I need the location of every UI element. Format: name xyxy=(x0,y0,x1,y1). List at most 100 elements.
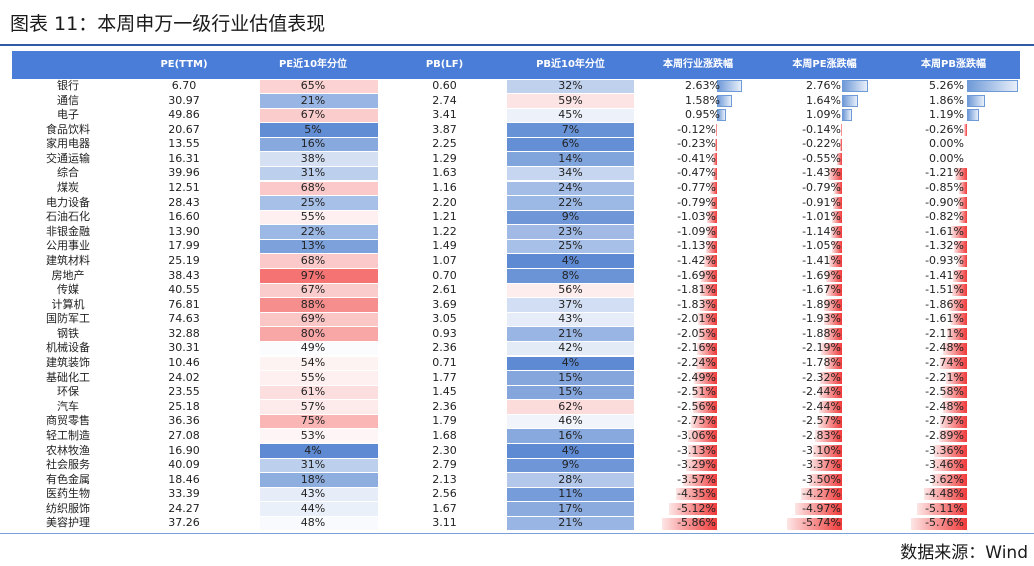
pb-percentile-value: 37% xyxy=(558,297,583,311)
pe-percentile-heat xyxy=(260,429,378,443)
pb-change-label: -0.93% xyxy=(925,253,964,267)
pe-percentile-heat xyxy=(260,516,378,531)
table-row: 54% 4% 建筑装饰 10.46 0.71 -2.24% -1.78% -2.74% xyxy=(12,356,1020,371)
pb-change-label: -2.58% xyxy=(925,385,964,399)
pb-percentile-value: 28% xyxy=(558,472,583,486)
industry-change-label: 2.63% xyxy=(685,79,720,92)
pb-lf-value: 3.11 xyxy=(432,516,457,530)
industry-change-label: -2.51% xyxy=(677,385,716,399)
pe-change-bar xyxy=(818,386,842,399)
pb-lf-value: 2.79 xyxy=(432,458,457,472)
pe-ttm-value: 30.97 xyxy=(168,93,200,107)
industry-name: 石油石化 xyxy=(46,210,90,224)
pe-change-bar xyxy=(823,313,842,326)
pb-percentile-value: 21% xyxy=(558,326,583,340)
pb-change-label: 0.00% xyxy=(929,151,964,165)
pb-lf-value: 2.36 xyxy=(432,399,457,413)
pe-ttm-value: 40.55 xyxy=(168,283,200,297)
pe-ttm-value: 49.86 xyxy=(168,108,200,122)
pe-change-bar xyxy=(842,109,853,122)
pe-change-bar xyxy=(842,94,858,107)
pb-percentile-value: 7% xyxy=(561,122,580,136)
pe-change-label: -1.88% xyxy=(802,326,841,340)
pb-change-bar xyxy=(967,109,979,122)
pb-lf-value: 3.87 xyxy=(432,122,457,136)
pb-change-label: -1.86% xyxy=(925,297,964,311)
industry-change-bar xyxy=(688,430,717,443)
pb-change-bar xyxy=(951,313,967,326)
pe-change-label: -5.74% xyxy=(802,516,841,530)
pe-change-bar xyxy=(833,196,842,209)
pe-change-bar xyxy=(821,342,842,355)
pb-lf-value: 2.61 xyxy=(432,283,457,297)
pb-change-bar xyxy=(948,298,967,311)
figure-title: 图表 11：本周申万一级行业估值表现 xyxy=(10,13,326,35)
industry-name: 电力设备 xyxy=(46,195,90,209)
pb-percentile-heat xyxy=(507,196,634,210)
table-row: 44% 17% 纺织服饰 24.27 1.67 -5.12% -4.97% -5.11% xyxy=(12,502,1020,517)
pb-change-label: 1.19% xyxy=(929,108,964,122)
pe-ttm-value: 28.43 xyxy=(168,195,200,209)
table-row: 88% 37% 计算机 76.81 3.69 -1.83% -1.89% -1.86% xyxy=(12,298,1020,313)
pe-change-label: -3.37% xyxy=(802,458,841,472)
source-note: 数据来源：Wind xyxy=(900,543,1028,563)
pe-percentile-heat xyxy=(260,239,378,254)
pe-percentile-value: 67% xyxy=(300,108,326,122)
pe-ttm-value: 23.55 xyxy=(168,385,200,399)
pb-percentile-heat xyxy=(507,487,634,502)
pe-change-bar xyxy=(808,473,842,486)
pb-percentile-heat xyxy=(507,356,634,371)
industry-change-label: -0.77% xyxy=(677,181,716,195)
table-row: 55% 15% 基础化工 24.02 1.77 -2.49% -2.32% -2.21% xyxy=(12,371,1020,386)
industry-name: 非银金融 xyxy=(46,224,90,238)
pe-ttm-value: 25.18 xyxy=(168,399,200,413)
header-pe-change: 本周PE涨跌幅 xyxy=(792,59,857,70)
pb-percentile-value: 56% xyxy=(558,283,583,297)
pb-change-label: -2.74% xyxy=(925,356,964,370)
pb-change-bar xyxy=(946,328,967,341)
industry-change-label: 0.95% xyxy=(685,108,720,122)
industry-change-bar xyxy=(706,225,717,238)
pb-percentile-value: 45% xyxy=(558,108,583,122)
pb-change-bar xyxy=(931,473,967,486)
pb-percentile-heat xyxy=(507,458,634,473)
industry-name: 商贸零售 xyxy=(46,414,90,428)
industry-change-bar xyxy=(698,313,717,326)
table-header: PE(TTM) PE近10年分位 PB(LF) PB近10年分位 本周行业涨跌幅… xyxy=(12,51,1020,79)
pe-percentile-value: 69% xyxy=(300,312,326,326)
table-row: 21% 59% 通信 30.97 2.74 1.58% 1.64% 1.86% xyxy=(12,94,1020,109)
industry-change-label: -1.09% xyxy=(677,224,716,238)
pe-percentile-value: 18% xyxy=(300,472,326,486)
table-row: 57% 62% 汽车 25.18 2.36 -2.56% -2.44% -2.48% xyxy=(12,400,1020,415)
pe-change-label: 1.09% xyxy=(806,108,841,122)
pe-percentile-heat xyxy=(260,444,378,458)
pb-percentile-value: 4% xyxy=(561,253,580,267)
pe-change-label: -4.27% xyxy=(802,487,841,501)
pb-percentile-value: 4% xyxy=(561,443,580,457)
pe-change-label: -1.01% xyxy=(802,210,841,224)
pe-ttm-value: 6.70 xyxy=(171,79,197,92)
industry-change-label: -2.16% xyxy=(677,341,716,355)
pe-change-bar xyxy=(839,138,842,151)
pe-ttm-value: 24.27 xyxy=(168,501,200,515)
pe-percentile-value: 48% xyxy=(300,516,326,530)
industry-change-label: -1.81% xyxy=(677,283,716,297)
pb-percentile-heat xyxy=(507,444,634,458)
pe-change-label: -2.32% xyxy=(802,370,841,384)
industry-change-label: -5.86% xyxy=(677,516,716,530)
industry-change-label: -1.13% xyxy=(677,239,716,253)
pb-change-bar xyxy=(917,503,967,515)
pb-change-bar xyxy=(911,517,967,530)
pb-change-bar xyxy=(942,400,967,413)
industry-change-bar xyxy=(691,415,717,428)
pe-change-label: -2.44% xyxy=(802,399,841,413)
industry-name: 美容护理 xyxy=(46,516,90,530)
pb-percentile-value: 17% xyxy=(558,501,583,515)
pe-ttm-value: 40.09 xyxy=(168,458,200,472)
pb-percentile-value: 9% xyxy=(561,458,580,472)
industry-change-bar xyxy=(717,80,742,93)
pb-change-bar xyxy=(933,459,967,472)
pe-change-label: -1.05% xyxy=(802,239,841,253)
pb-lf-value: 1.45 xyxy=(432,385,457,399)
pb-percentile-value: 4% xyxy=(561,356,580,370)
